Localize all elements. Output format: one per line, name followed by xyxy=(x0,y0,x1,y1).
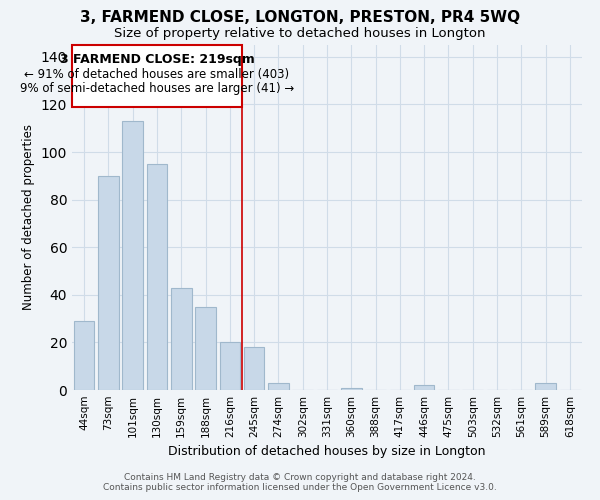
Bar xyxy=(535,383,556,390)
Y-axis label: Number of detached properties: Number of detached properties xyxy=(22,124,35,310)
Bar xyxy=(244,347,265,390)
Bar xyxy=(171,288,191,390)
Bar xyxy=(122,121,143,390)
Bar xyxy=(341,388,362,390)
Bar xyxy=(74,321,94,390)
Bar xyxy=(268,383,289,390)
Text: 9% of semi-detached houses are larger (41) →: 9% of semi-detached houses are larger (4… xyxy=(20,82,294,95)
Text: Size of property relative to detached houses in Longton: Size of property relative to detached ho… xyxy=(114,28,486,40)
X-axis label: Distribution of detached houses by size in Longton: Distribution of detached houses by size … xyxy=(168,446,486,458)
Bar xyxy=(414,385,434,390)
Bar xyxy=(146,164,167,390)
Bar xyxy=(220,342,240,390)
Text: 3 FARMEND CLOSE: 219sqm: 3 FARMEND CLOSE: 219sqm xyxy=(59,54,254,66)
Text: ← 91% of detached houses are smaller (403): ← 91% of detached houses are smaller (40… xyxy=(25,68,290,80)
Text: Contains HM Land Registry data © Crown copyright and database right 2024.
Contai: Contains HM Land Registry data © Crown c… xyxy=(103,473,497,492)
FancyBboxPatch shape xyxy=(72,45,242,107)
Bar xyxy=(195,306,216,390)
Text: 3, FARMEND CLOSE, LONGTON, PRESTON, PR4 5WQ: 3, FARMEND CLOSE, LONGTON, PRESTON, PR4 … xyxy=(80,10,520,25)
Bar xyxy=(98,176,119,390)
